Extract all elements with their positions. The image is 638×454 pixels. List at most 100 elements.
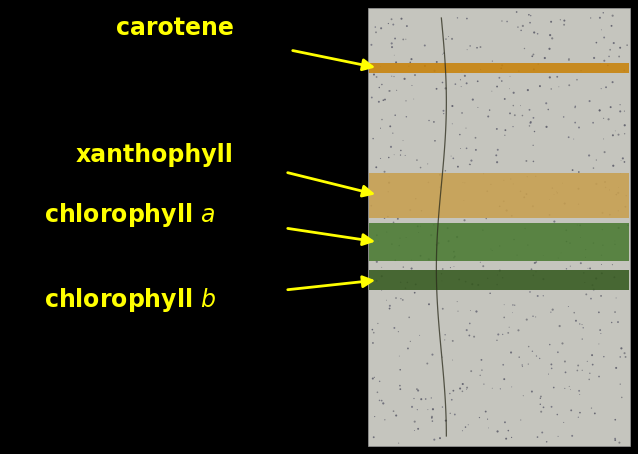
Point	[591, 275, 601, 282]
Point	[492, 158, 502, 166]
Point	[389, 151, 399, 158]
Point	[574, 185, 584, 192]
Point	[575, 321, 585, 328]
Point	[575, 391, 585, 398]
Point	[453, 307, 463, 315]
Point	[380, 96, 390, 103]
Point	[438, 79, 448, 86]
Point	[613, 318, 623, 326]
Point	[591, 156, 602, 163]
Point	[482, 415, 493, 423]
Point	[420, 62, 430, 69]
Point	[545, 341, 555, 348]
Point	[477, 356, 487, 364]
Point	[377, 116, 387, 123]
Point	[508, 301, 518, 309]
Point	[535, 395, 545, 402]
Point	[603, 62, 613, 69]
Point	[577, 336, 588, 343]
Point	[438, 305, 448, 312]
Point	[383, 20, 394, 27]
Point	[510, 301, 520, 309]
Point	[443, 33, 454, 40]
Point	[616, 345, 627, 352]
Point	[519, 194, 530, 201]
Point	[607, 319, 617, 326]
Point	[380, 215, 390, 222]
Bar	[369, 173, 629, 217]
Point	[522, 316, 532, 323]
Point	[371, 277, 382, 285]
Point	[435, 434, 445, 442]
Point	[424, 179, 434, 186]
Point	[517, 363, 528, 370]
Point	[529, 29, 539, 36]
Point	[549, 218, 560, 225]
Point	[609, 39, 619, 47]
Point	[399, 75, 410, 83]
Point	[420, 42, 430, 49]
Point	[533, 292, 543, 300]
Point	[424, 117, 434, 124]
Point	[585, 370, 595, 377]
Point	[499, 301, 509, 308]
Point	[384, 179, 394, 186]
Point	[504, 324, 514, 331]
Point	[608, 132, 618, 139]
Point	[471, 308, 482, 315]
Point	[466, 157, 477, 164]
Point	[376, 397, 387, 404]
Point	[530, 259, 540, 266]
Point	[512, 252, 522, 259]
Point	[555, 16, 565, 24]
Point	[533, 60, 544, 68]
Point	[525, 19, 535, 26]
Point	[449, 248, 459, 255]
Point	[427, 414, 437, 421]
Point	[514, 68, 524, 75]
Point	[478, 380, 489, 388]
Point	[507, 434, 517, 441]
Point	[405, 338, 415, 345]
Point	[527, 388, 537, 395]
Point	[513, 24, 523, 31]
Point	[371, 163, 382, 171]
Point	[439, 49, 449, 57]
Point	[607, 22, 617, 30]
Point	[503, 329, 514, 336]
Point	[431, 241, 441, 248]
Point	[508, 89, 519, 96]
Point	[575, 260, 586, 267]
Point	[597, 252, 607, 259]
Point	[368, 135, 378, 142]
Point	[492, 83, 502, 90]
Point	[428, 405, 438, 413]
Point	[605, 46, 615, 54]
Point	[580, 279, 590, 286]
Point	[558, 340, 568, 347]
Point	[584, 152, 594, 159]
Point	[383, 188, 393, 195]
Point	[546, 85, 556, 93]
Point	[598, 115, 609, 122]
Point	[563, 303, 574, 310]
Point	[516, 102, 526, 109]
Point	[563, 133, 574, 141]
Point	[614, 224, 624, 232]
Point	[518, 392, 528, 400]
Point	[543, 106, 553, 113]
Point	[597, 270, 607, 277]
Point	[412, 406, 422, 413]
Point	[469, 333, 479, 340]
Point	[437, 354, 447, 361]
Point	[525, 288, 535, 296]
Point	[409, 395, 419, 402]
Point	[531, 173, 541, 180]
Point	[519, 45, 530, 52]
Point	[575, 234, 586, 241]
Point	[581, 246, 591, 253]
Point	[532, 434, 542, 441]
Point	[460, 179, 470, 187]
Point	[429, 436, 440, 443]
Point	[561, 227, 572, 234]
